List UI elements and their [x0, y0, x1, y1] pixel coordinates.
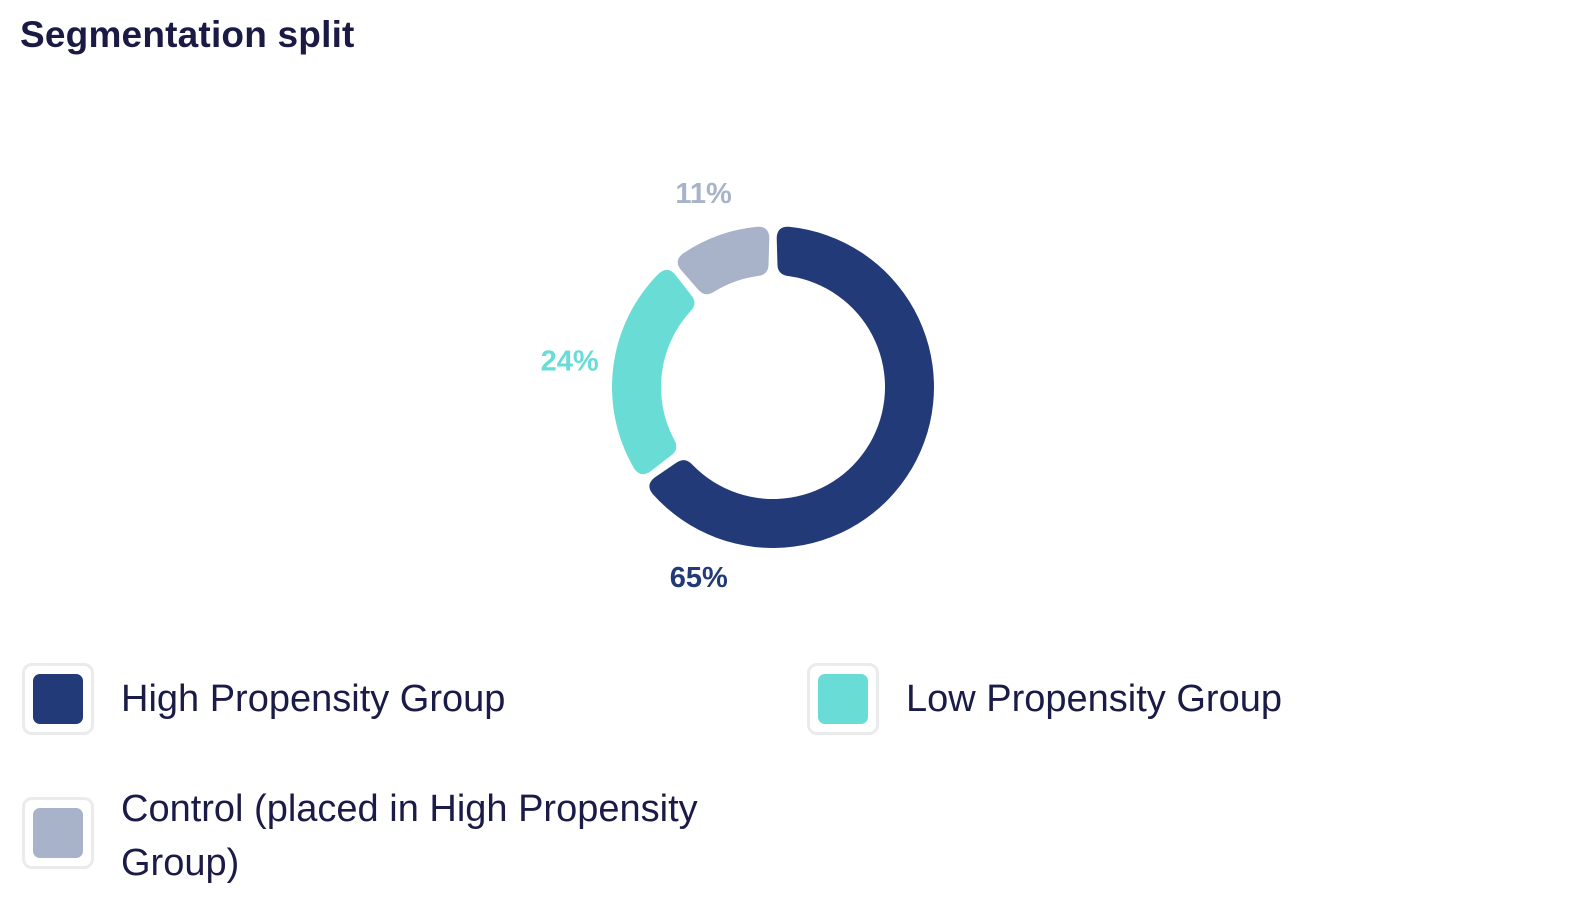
legend-swatch [33, 808, 83, 858]
legend-label: Low Propensity Group [906, 678, 1282, 720]
value-label-control: 11% [675, 178, 732, 210]
slice-control[interactable] [677, 226, 770, 295]
slice-high-propensity[interactable] [649, 226, 934, 548]
legend-swatch [33, 674, 83, 724]
legend-swatch-frame [22, 797, 94, 869]
legend-swatch [818, 674, 868, 724]
value-label-high-propensity: 65% [670, 562, 728, 594]
legend-item-high-propensity[interactable]: High Propensity Group [22, 663, 505, 735]
legend-item-control[interactable]: Control (placed in High Propensity Group… [22, 788, 761, 890]
donut-slices [611, 226, 934, 548]
value-label-low-propensity: 24% [541, 345, 599, 377]
chart-title: Segmentation split [20, 14, 355, 55]
legend-label: High Propensity Group [121, 678, 506, 720]
slice-low-propensity[interactable] [611, 269, 695, 475]
legend-item-low-propensity[interactable]: Low Propensity Group [807, 663, 1282, 735]
donut-chart: 65% 24% 11% [541, 178, 934, 594]
legend-swatch-frame [22, 663, 94, 735]
legend-swatch-frame [807, 663, 879, 735]
legend-label: Control (placed in High Propensity Group… [121, 788, 698, 884]
donut-value-labels: 65% 24% 11% [541, 178, 732, 594]
